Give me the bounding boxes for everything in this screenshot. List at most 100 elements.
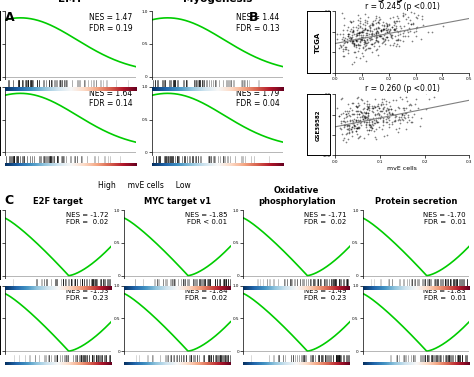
Point <box>344 110 352 116</box>
Point <box>422 106 430 112</box>
Point <box>353 31 360 37</box>
Point <box>365 101 373 107</box>
Point <box>399 116 406 122</box>
Point <box>385 114 392 120</box>
Point <box>372 26 380 32</box>
Point <box>359 106 366 112</box>
Point <box>350 125 358 131</box>
Point <box>400 13 407 19</box>
Point <box>407 28 414 34</box>
Text: NES = 1.44
FDR = 0.13: NES = 1.44 FDR = 0.13 <box>236 13 280 33</box>
Point <box>356 41 363 48</box>
Point <box>385 110 393 116</box>
Point <box>353 37 360 43</box>
Point <box>359 112 367 118</box>
Point <box>345 31 352 37</box>
Point <box>395 43 403 49</box>
Point <box>345 33 352 39</box>
Text: EMT: EMT <box>58 0 83 4</box>
Point <box>408 102 415 108</box>
Point <box>360 40 368 46</box>
Point <box>393 41 401 47</box>
Point <box>365 119 373 125</box>
Point <box>337 120 345 126</box>
Text: NES = 1.79
FDR = 0.04: NES = 1.79 FDR = 0.04 <box>236 89 280 108</box>
Point <box>412 97 420 103</box>
Point <box>388 32 395 38</box>
Point <box>387 33 395 39</box>
Point <box>350 41 358 47</box>
Point <box>338 95 346 101</box>
Point <box>371 17 378 23</box>
Point <box>374 34 381 40</box>
Point <box>361 34 369 40</box>
Point <box>364 112 372 118</box>
Point <box>373 37 380 43</box>
Point <box>363 35 371 41</box>
Point <box>357 34 365 40</box>
Point <box>392 112 399 118</box>
Point <box>372 96 379 102</box>
Point <box>384 115 392 121</box>
Point <box>369 32 376 38</box>
Point <box>355 125 363 131</box>
Point <box>388 110 395 116</box>
Point <box>352 41 359 48</box>
Point <box>366 28 374 34</box>
Point <box>374 25 382 31</box>
Point <box>340 124 347 130</box>
Text: NES = -1.72
FDR =  0.02: NES = -1.72 FDR = 0.02 <box>65 212 108 225</box>
Point <box>401 114 408 120</box>
Point <box>353 41 360 48</box>
Point <box>403 119 411 125</box>
Point <box>402 126 410 132</box>
Point <box>380 27 387 33</box>
Point <box>385 121 393 127</box>
Point <box>392 113 400 119</box>
Point <box>354 120 362 126</box>
Point <box>350 49 357 55</box>
Point <box>343 126 351 132</box>
Point <box>377 28 384 34</box>
Point <box>377 101 384 107</box>
Point <box>367 34 375 40</box>
Point <box>348 61 356 67</box>
Point <box>358 36 366 42</box>
Point <box>349 29 356 35</box>
Point <box>348 34 356 40</box>
Point <box>365 116 373 123</box>
Point <box>364 26 371 32</box>
Point <box>395 104 402 110</box>
Point <box>396 28 404 34</box>
Point <box>333 31 341 37</box>
Point <box>343 39 350 45</box>
Point <box>368 22 376 28</box>
Point <box>380 35 387 41</box>
Point <box>388 119 395 125</box>
Point <box>397 94 404 100</box>
Point <box>356 133 364 139</box>
Point <box>382 120 390 126</box>
Point <box>364 115 371 121</box>
Point <box>340 118 348 124</box>
Point <box>342 113 349 120</box>
Point <box>405 117 412 123</box>
Point <box>379 106 386 112</box>
Point <box>375 32 383 38</box>
Point <box>390 26 398 32</box>
Y-axis label: Angiogenesis Score: Angiogenesis Score <box>315 18 320 66</box>
Point <box>346 129 353 135</box>
Point <box>348 111 356 117</box>
Point <box>402 94 410 100</box>
Point <box>356 118 363 124</box>
Point <box>354 17 362 23</box>
Point <box>406 17 413 23</box>
Point <box>390 97 397 103</box>
Point <box>381 26 388 32</box>
Point <box>352 117 360 123</box>
Title: r = 0.260 (p <0.01): r = 0.260 (p <0.01) <box>365 84 439 93</box>
Point <box>357 109 365 115</box>
Point <box>349 40 357 46</box>
Point <box>356 20 364 26</box>
Point <box>378 35 385 41</box>
